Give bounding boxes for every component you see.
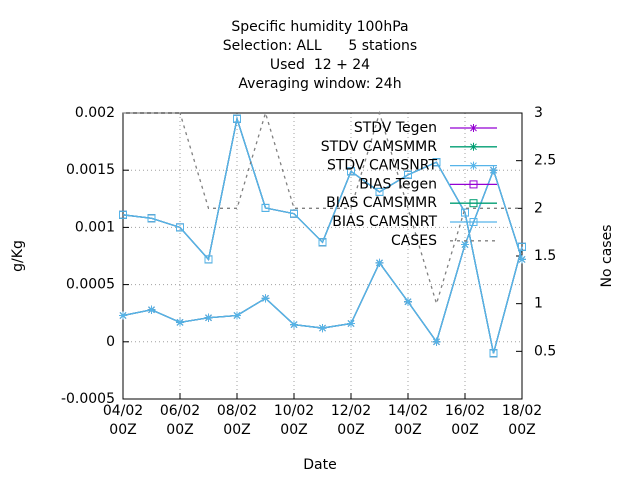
star-marker	[518, 255, 526, 264]
star-marker	[147, 305, 156, 314]
chart-title: Used 12 + 24	[270, 57, 370, 73]
chart-title: Selection: ALL 5 stations	[223, 38, 417, 54]
square-marker	[290, 209, 298, 218]
legend-label: CASES	[391, 233, 437, 249]
star-marker	[469, 161, 478, 170]
square-marker	[147, 214, 156, 223]
y2-tick-label: 0.5	[534, 343, 556, 359]
y-tick-label: 0.001	[75, 219, 115, 235]
square-marker	[489, 349, 498, 358]
x-tick-label: 12/02 00Z	[331, 403, 371, 438]
y2-tick-label: 2.5	[534, 153, 556, 169]
x-tick-label: 06/02 00Z	[160, 403, 200, 438]
star-marker	[432, 337, 441, 346]
y2-tick-label: 1	[534, 296, 543, 312]
star-marker	[469, 142, 478, 151]
series-line	[122, 168, 523, 344]
legend-label: STDV CAMSNRT	[327, 158, 438, 174]
square-marker	[347, 167, 355, 176]
star-marker	[318, 324, 327, 333]
y-tick-label: 0.0005	[66, 277, 115, 293]
y-tick-label: 0.002	[75, 105, 115, 121]
square-marker	[469, 218, 478, 226]
square-marker	[375, 187, 384, 196]
x-tick-label: 08/02 00Z	[217, 403, 257, 438]
y2-axis-label: No cases	[599, 225, 615, 288]
chart-title: Specific humidity 100hPa	[231, 19, 408, 35]
square-marker	[432, 158, 441, 167]
star-marker	[176, 318, 184, 327]
y2-tick-label: 1.5	[534, 248, 556, 264]
x-tick-label: 16/02 00Z	[445, 403, 485, 438]
star-marker	[261, 294, 270, 303]
chart-title: Averaging window: 24h	[238, 76, 401, 92]
y-tick-label: 0.0015	[66, 162, 115, 178]
square-marker	[318, 238, 327, 247]
star-marker	[290, 320, 298, 329]
square-marker	[518, 242, 526, 251]
legend-label: STDV Tegen	[354, 120, 437, 136]
legend-label: BIAS CAMSMMR	[326, 195, 437, 211]
legend-label: STDV CAMSMMR	[321, 139, 437, 155]
star-marker	[119, 311, 127, 320]
x-tick-label: 04/02 00Z	[103, 403, 143, 438]
square-marker	[233, 114, 241, 123]
y2-tick-label: 2	[534, 200, 543, 216]
x-tick-label: 10/02 00Z	[274, 403, 314, 438]
y-axis-label: g/Kg	[10, 240, 26, 272]
star-marker	[461, 240, 469, 249]
star-marker	[469, 124, 478, 132]
x-tick-label: 18/02 00Z	[502, 403, 542, 438]
star-marker	[404, 297, 412, 306]
square-marker	[469, 180, 478, 189]
star-marker	[204, 313, 213, 322]
legend-label: BIAS CAMSNRT	[332, 214, 437, 230]
series-line	[122, 116, 523, 354]
star-marker	[375, 258, 384, 267]
x-tick-label: 14/02 00Z	[388, 403, 428, 438]
y-tick-label: 0	[106, 334, 115, 350]
y2-tick-label: 3	[534, 105, 543, 121]
square-marker	[461, 208, 469, 217]
star-marker	[347, 319, 355, 328]
square-marker	[204, 255, 213, 264]
y-tick-label: -0.0005	[61, 391, 115, 407]
square-marker	[119, 210, 127, 219]
star-marker	[489, 166, 498, 175]
x-axis-label: Date	[303, 457, 336, 473]
square-marker	[176, 223, 184, 232]
star-marker	[233, 311, 241, 320]
square-marker	[469, 199, 478, 208]
square-marker	[261, 203, 270, 212]
legend-label: BIAS Tegen	[359, 176, 437, 192]
series-line	[123, 110, 522, 306]
square-marker	[404, 170, 412, 179]
